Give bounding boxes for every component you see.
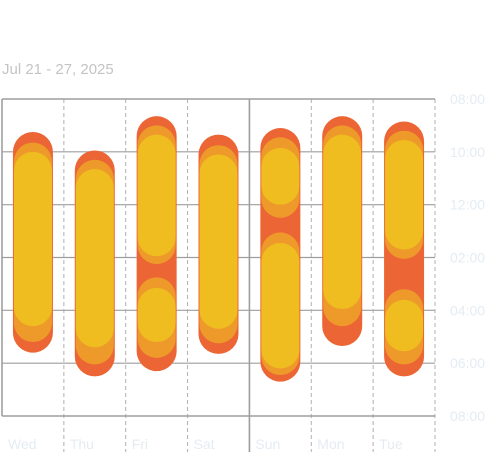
sleep-bar-core	[199, 154, 238, 329]
x-tick-label: Fri	[132, 436, 148, 452]
y-tick-label: 02:00	[450, 250, 485, 266]
y-tick-label: 08:00	[450, 91, 485, 107]
day-column-thu	[74, 150, 115, 377]
y-tick-label: 12:00	[450, 197, 485, 213]
day-column-tue	[384, 121, 425, 377]
x-tick-label: Sat	[194, 436, 215, 452]
sleep-bar-core	[137, 134, 176, 257]
chart-frame	[1, 98, 435, 417]
sleep-bar-core	[261, 147, 300, 205]
x-tick-label: Mon	[317, 436, 344, 452]
y-tick-label: 08:00	[450, 408, 485, 424]
day-column-mon	[322, 116, 363, 346]
sleep-bar-core	[137, 287, 176, 343]
sleep-bar-core	[323, 134, 362, 310]
sleep-bar-core	[261, 242, 300, 369]
date-range-label: Jul 21 - 27, 2025	[2, 61, 114, 78]
x-tick-label: Thu	[70, 436, 94, 452]
y-tick-label: 06:00	[450, 355, 485, 371]
x-tick-label: Tue	[379, 436, 403, 452]
day-column-sun	[260, 128, 301, 382]
x-tick-label: Sun	[255, 436, 280, 452]
sleep-bar-core	[385, 139, 424, 250]
y-axis-ticks: 08:00 10:00 12:00 02:00 04:00 06:00 08:00	[450, 91, 485, 424]
bars-layer	[12, 116, 425, 382]
y-tick-label: 10:00	[450, 144, 485, 160]
sleep-bar-core	[13, 151, 52, 327]
sleep-bar-core	[75, 169, 114, 348]
x-tick-label: Wed	[8, 436, 37, 452]
x-axis-ticks: Wed Thu Fri Sat Sun Mon Tue	[8, 436, 403, 452]
y-tick-label: 04:00	[450, 302, 485, 318]
day-column-fri	[136, 116, 177, 372]
day-column-sat	[198, 134, 239, 354]
sleep-bar-core	[385, 299, 424, 352]
day-column-wed	[12, 132, 53, 353]
